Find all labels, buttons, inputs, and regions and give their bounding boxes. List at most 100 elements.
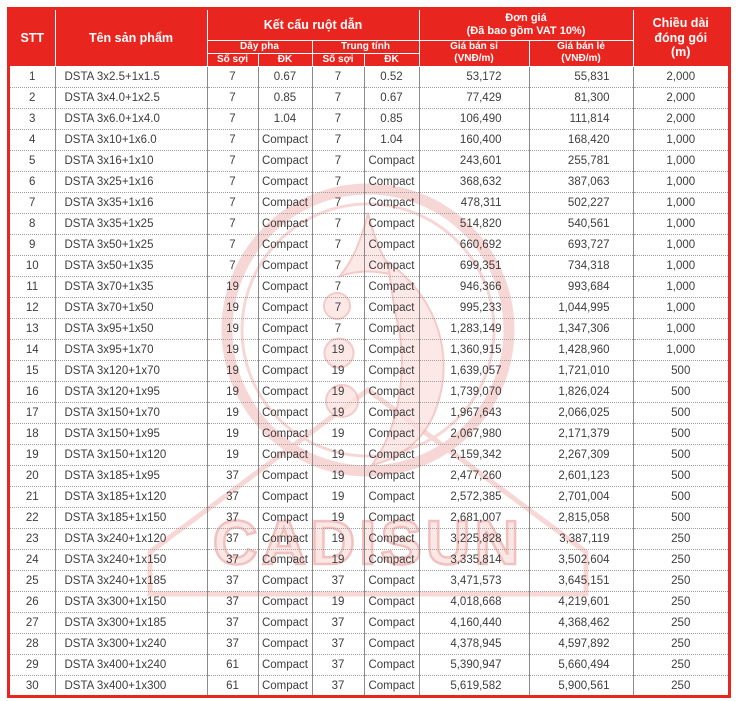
cell-phase-diameter: Compact — [258, 465, 313, 487]
cell-phase-strands: 7 — [207, 255, 259, 277]
cell-phase-strands: 19 — [207, 360, 259, 382]
table-row: 18 DSTA 3x150+1x95 19 Compact 19 Compact 2,067… — [10, 423, 728, 445]
cell-stt: 4 — [10, 129, 56, 151]
cell-phase-strands: 37 — [207, 633, 259, 655]
cell-stt: 9 — [10, 234, 56, 256]
cell-pack-length: 500 — [633, 507, 728, 529]
cell-wholesale-price: 478,311 — [419, 192, 530, 214]
cell-phase-diameter: Compact — [258, 570, 313, 592]
cell-stt: 17 — [10, 402, 56, 424]
cell-wholesale-price: 2,681,007 — [419, 507, 530, 529]
cell-neutral-diameter: Compact — [364, 192, 420, 214]
cell-product-name: DSTA 3x300+1x150 — [55, 591, 208, 613]
cell-neutral-diameter: Compact — [364, 213, 420, 235]
cell-pack-length: 250 — [633, 591, 728, 613]
cell-product-name: DSTA 3x10+1x6.0 — [55, 129, 208, 151]
cell-wholesale-price: 699,351 — [419, 255, 530, 277]
table-row: 17 DSTA 3x150+1x70 19 Compact 19 Compact 1,967… — [10, 402, 728, 424]
cell-phase-strands: 19 — [207, 339, 259, 361]
header-pack-length-line2: đóng gói — [654, 30, 708, 45]
cell-phase-strands: 19 — [207, 423, 259, 445]
cell-retail-price: 255,781 — [529, 150, 634, 172]
cell-neutral-diameter: Compact — [364, 171, 420, 193]
cell-retail-price: 3,387,119 — [529, 528, 634, 550]
cell-wholesale-price: 368,632 — [419, 171, 530, 193]
cell-product-name: DSTA 3x185+1x120 — [55, 486, 208, 508]
cell-retail-price: 2,701,004 — [529, 486, 634, 508]
cell-pack-length: 500 — [633, 381, 728, 403]
cell-phase-strands: 19 — [207, 276, 259, 298]
cell-neutral-strands: 19 — [312, 381, 365, 403]
cell-product-name: DSTA 3x4.0+1x2.5 — [55, 87, 208, 109]
cell-wholesale-price: 5,619,582 — [419, 675, 530, 695]
cell-phase-diameter: Compact — [258, 612, 313, 634]
cell-pack-length: 1,000 — [633, 171, 728, 193]
cell-retail-price: 1,044,995 — [529, 297, 634, 319]
cell-neutral-strands: 7 — [312, 66, 365, 88]
cell-neutral-strands: 37 — [312, 633, 365, 655]
cell-neutral-diameter: Compact — [364, 234, 420, 256]
cell-retail-price: 111,814 — [529, 108, 634, 130]
cell-product-name: DSTA 3x240+1x120 — [55, 528, 208, 550]
cell-pack-length: 1,000 — [633, 150, 728, 172]
cell-retail-price: 55,831 — [529, 66, 634, 88]
cell-phase-strands: 61 — [207, 675, 259, 695]
table-body: 1 DSTA 3x2.5+1x1.5 7 0.67 7 0.52 53,172 55,831 2… — [10, 66, 728, 695]
cell-product-name: DSTA 3x95+1x50 — [55, 318, 208, 340]
cell-pack-length: 250 — [671, 679, 691, 692]
cell-pack-length: 1,000 — [633, 276, 728, 298]
cell-retail-price: 1,428,960 — [529, 339, 634, 361]
cell-pack-length: 250 — [633, 528, 728, 550]
cell-neutral-strands: 7 — [312, 213, 365, 235]
cell-stt: 21 — [10, 486, 56, 508]
cell-pack-length: 1,000 — [633, 318, 728, 340]
cell-product-name: DSTA 3x240+1x150 — [55, 549, 208, 571]
cell-neutral-strands: 7 — [312, 276, 365, 298]
cell-retail-price: 1,826,024 — [529, 381, 634, 403]
cell-neutral-diameter: Compact — [364, 402, 420, 424]
header-phase-diameter: ĐK — [257, 52, 313, 67]
cell-wholesale-price: 2,067,980 — [419, 423, 530, 445]
header-price-group-line1: Đơn giá — [505, 12, 547, 25]
cell-neutral-strands: 7 — [312, 171, 365, 193]
cell-wholesale-price: 1,967,643 — [419, 402, 530, 424]
cell-product-name: DSTA 3x185+1x95 — [55, 465, 208, 487]
cell-phase-diameter: Compact — [258, 507, 313, 529]
cell-wholesale-price: 1,739,070 — [419, 381, 530, 403]
cell-neutral-diameter: Compact — [364, 318, 420, 340]
cell-phase-diameter: Compact — [258, 528, 313, 550]
cell-phase-diameter: Compact — [258, 360, 313, 382]
cell-phase-strands: 19 — [207, 444, 259, 466]
cell-stt: 13 — [10, 318, 56, 340]
cell-phase-strands: 37 — [207, 570, 259, 592]
table-row: 25 DSTA 3x240+1x185 37 Compact 37 Compact 3,47… — [10, 570, 728, 592]
cell-phase-diameter: Compact — [258, 654, 313, 676]
cell-phase-strands: 37 — [207, 612, 259, 634]
table-row: 19 DSTA 3x150+1x120 19 Compact 19 Compact 2,15… — [10, 444, 728, 466]
cell-product-name: DSTA 3x300+1x185 — [55, 612, 208, 634]
header-price-group-line2: (Đã bao gồm VAT 10%) — [466, 24, 586, 37]
cell-neutral-diameter: Compact — [364, 612, 420, 634]
cell-stt: 3 — [10, 108, 56, 130]
header-neutral-strands: Số sợi — [311, 52, 365, 67]
table-row: 3 DSTA 3x6.0+1x4.0 7 1.04 7 0.85 106,490 111,81… — [10, 108, 728, 130]
cell-wholesale-price: 1,360,915 — [419, 339, 530, 361]
cell-neutral-diameter: 0.52 — [364, 66, 420, 88]
cell-stt: 14 — [10, 339, 56, 361]
cell-pack-length: 250 — [633, 654, 728, 676]
cell-product-name: DSTA 3x35+1x16 — [55, 192, 208, 214]
cell-phase-diameter: Compact — [258, 591, 313, 613]
cell-stt: 30 — [10, 675, 56, 695]
header-retail-line2: (VNĐ/m) — [561, 53, 601, 64]
cell-wholesale-price: 660,692 — [419, 234, 530, 256]
table-header: STT Tên sản phẩm Kết cấu ruột dẫn Đơn gi… — [10, 10, 728, 67]
cell-neutral-strands: 19 — [312, 465, 365, 487]
cell-product-name: DSTA 3x35+1x25 — [55, 213, 208, 235]
cell-phase-diameter: Compact — [258, 150, 313, 172]
cell-product-name: DSTA 3x95+1x70 — [55, 339, 208, 361]
cell-retail-price: 4,368,462 — [529, 612, 634, 634]
cell-retail-price: 2,066,025 — [529, 402, 634, 424]
cell-wholesale-price: 53,172 — [419, 66, 530, 88]
cell-neutral-strands: 7 — [312, 108, 365, 130]
cell-neutral-diameter: Compact — [364, 339, 420, 361]
